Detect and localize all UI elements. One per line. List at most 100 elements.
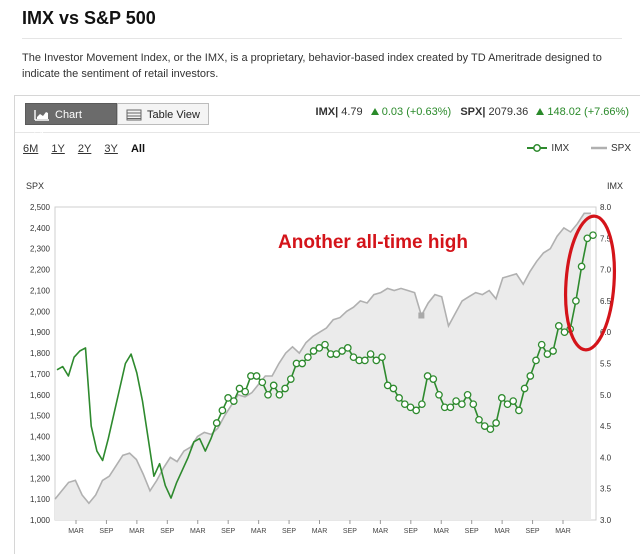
x-tick-label: MAR <box>312 528 328 535</box>
x-tick-label: MAR <box>251 528 267 535</box>
x-tick-label: MAR <box>494 528 510 535</box>
right-tick-label: 8.0 <box>600 203 612 212</box>
left-tick-label: 2,100 <box>30 286 51 295</box>
imx-point <box>577 262 586 271</box>
table-view-label: Table View <box>147 109 200 121</box>
left-tick-label: 1,900 <box>30 328 51 337</box>
left-axis-title: SPX <box>26 181 44 191</box>
imx-point <box>252 372 261 380</box>
imx-point <box>549 347 557 355</box>
imx-point <box>224 394 232 402</box>
x-tick-label: MAR <box>129 528 145 535</box>
range-1y[interactable]: 1Y <box>51 143 65 155</box>
imx-point <box>492 419 500 427</box>
right-tick-label: 3.5 <box>600 485 612 494</box>
imx-point <box>275 390 284 399</box>
imx-point <box>258 378 267 387</box>
imx-point <box>395 394 403 402</box>
imx-point <box>338 347 346 355</box>
imx-point <box>497 394 506 402</box>
range-3y[interactable]: 3Y <box>104 143 118 155</box>
legend-imx-label: IMX <box>551 143 570 154</box>
annotation-text: Another all-time high <box>278 232 468 253</box>
imx-point <box>383 381 392 390</box>
legend-spx[interactable]: SPX <box>590 143 631 154</box>
imx-point <box>503 400 512 409</box>
imx-point <box>229 397 238 405</box>
imx-quote-pct: (+0.63%) <box>406 106 452 118</box>
legend-imx[interactable]: IMX <box>526 143 569 154</box>
imx-point <box>361 356 369 365</box>
right-tick-label: 6.0 <box>600 328 612 337</box>
spx-area <box>55 213 591 521</box>
chart-view-icon <box>34 110 49 121</box>
imx-point <box>309 347 318 355</box>
imx-point <box>304 353 312 362</box>
right-tick-label: 7.0 <box>600 266 612 275</box>
x-tick-label: MAR <box>68 528 84 535</box>
imx-point <box>509 397 518 405</box>
imx-point <box>406 403 415 412</box>
imx-point <box>218 406 227 415</box>
x-tick-label: SEP <box>160 528 174 535</box>
range-2y[interactable]: 2Y <box>77 143 92 155</box>
imx-point <box>343 344 352 352</box>
imx-point <box>298 359 307 368</box>
imx-up-arrow-icon <box>370 108 379 115</box>
legend-spx-label: SPX <box>610 143 631 154</box>
spx-quote-label: SPX| <box>460 106 486 118</box>
page-description: The Investor Movement Index, or the IMX,… <box>22 52 602 80</box>
legend-imx-marker-icon <box>527 144 548 153</box>
imx-point <box>423 372 432 380</box>
x-tick-label: SEP <box>99 528 113 535</box>
spx-quote-pct: (+7.66%) <box>584 106 629 118</box>
imx-point <box>429 375 438 383</box>
imx-point <box>452 397 460 405</box>
spx-up-arrow-icon <box>536 108 545 115</box>
imx-point <box>554 322 563 330</box>
imx-point <box>526 372 535 380</box>
imx-point <box>269 381 278 390</box>
chart-legend: IMX SPX <box>508 143 631 154</box>
right-tick-label: 7.5 <box>600 234 612 243</box>
imx-point <box>332 350 341 358</box>
left-tick-label: 2,000 <box>30 307 51 316</box>
imx-point <box>480 422 489 430</box>
left-tick-label: 1,600 <box>30 391 51 400</box>
imx-point <box>515 406 523 415</box>
x-tick-label: SEP <box>282 528 296 535</box>
left-tick-label: 2,400 <box>30 224 51 233</box>
x-tick-label: MAR <box>433 528 449 535</box>
x-tick-label: SEP <box>404 528 418 535</box>
title-divider <box>22 38 622 39</box>
imx-point <box>463 390 472 399</box>
left-tick-label: 1,800 <box>30 349 51 358</box>
spx-line <box>54 212 591 505</box>
imx-point <box>321 340 329 349</box>
chart-view-button[interactable]: Chart View <box>25 103 117 143</box>
right-tick-label: 5.0 <box>600 391 612 400</box>
x-tick-label: SEP <box>526 528 540 535</box>
table-view-button[interactable]: Table View <box>117 103 209 125</box>
quote-bar: IMX| 4.79 0.03 (+0.63%) SPX| 2079.36 148… <box>316 106 629 118</box>
left-tick-label: 1,700 <box>30 370 51 379</box>
x-tick-label: SEP <box>343 528 357 535</box>
range-all[interactable]: All <box>130 143 145 155</box>
table-view-icon <box>126 109 142 121</box>
imx-point <box>589 231 597 240</box>
left-tick-label: 1,100 <box>30 495 51 504</box>
imx-point <box>583 234 592 243</box>
imx-quote-value: 4.79 <box>341 106 363 118</box>
imx-point <box>372 356 381 365</box>
spx-quote-value: 2079.36 <box>488 106 529 118</box>
imx-point <box>349 353 358 362</box>
right-tick-label: 6.5 <box>600 297 612 306</box>
imx-point <box>281 384 289 393</box>
imx-point <box>412 406 421 415</box>
imx-point <box>418 400 426 409</box>
range-6m[interactable]: 6M <box>23 143 39 155</box>
left-tick-label: 1,000 <box>30 516 51 525</box>
left-tick-label: 1,300 <box>30 453 51 462</box>
imx-quote-change: 0.03 <box>381 106 404 118</box>
